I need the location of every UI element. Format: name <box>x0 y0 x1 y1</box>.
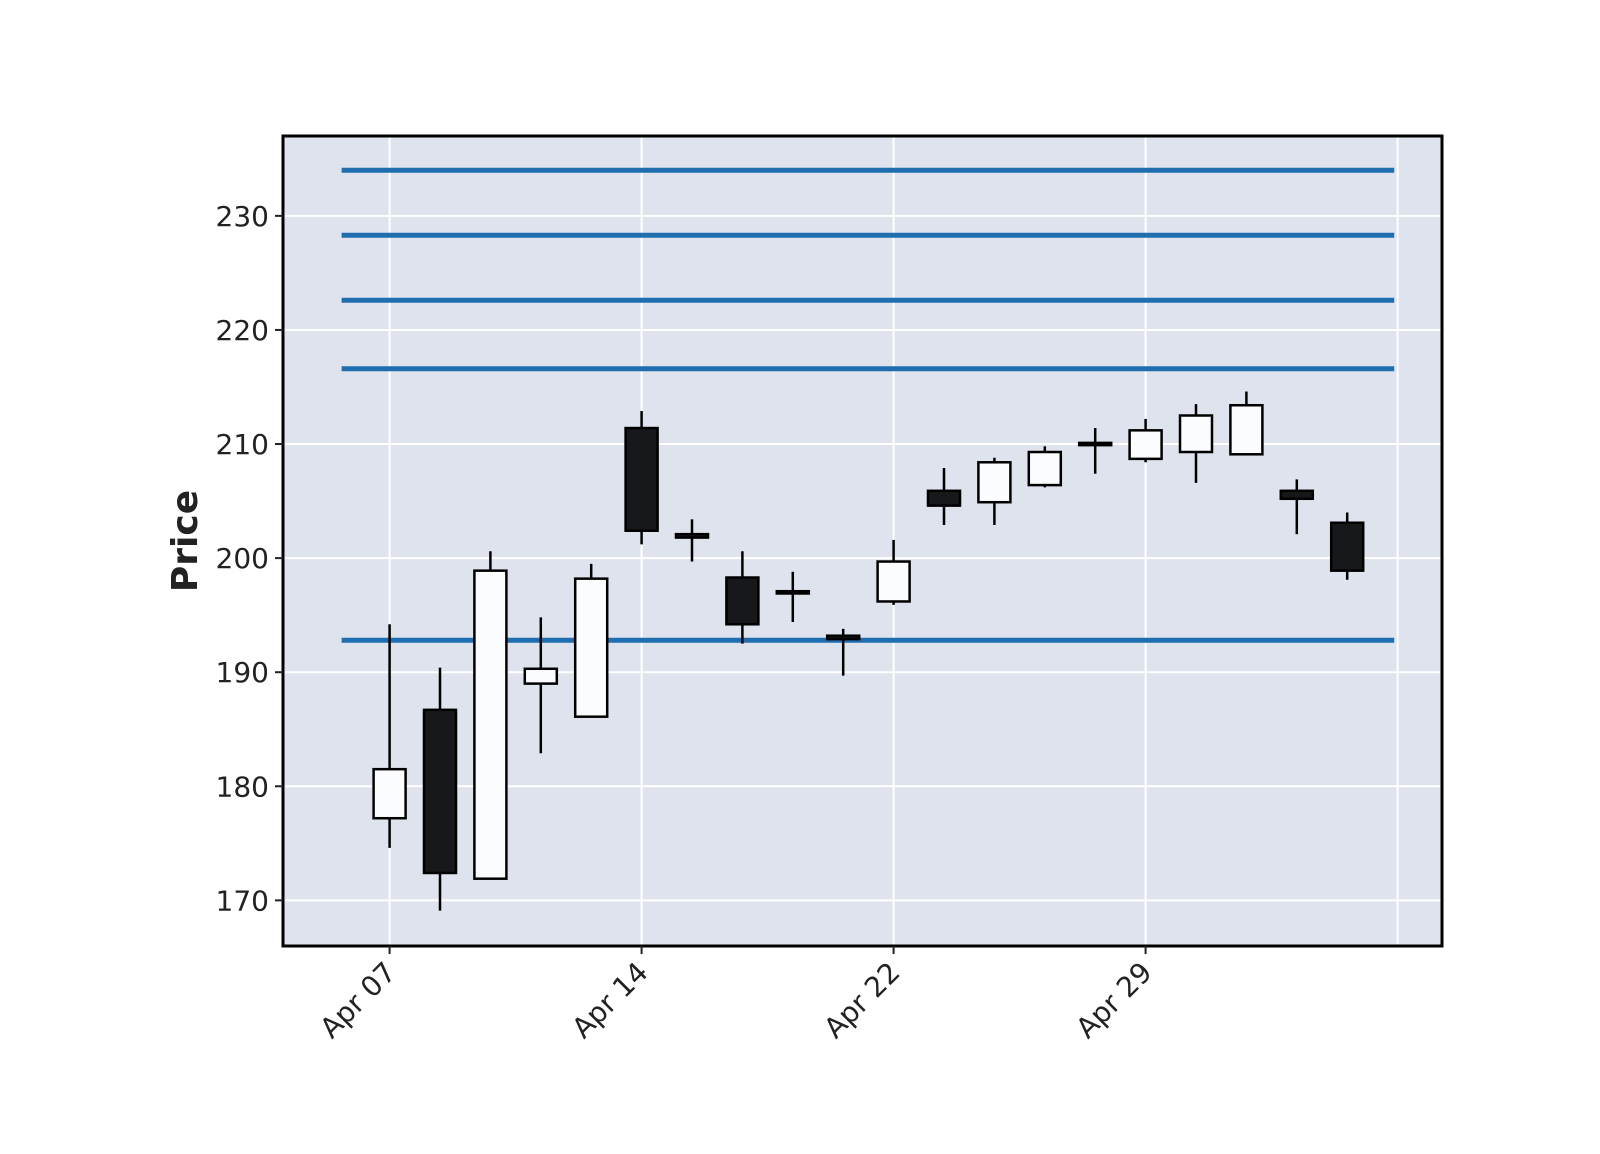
x-tick-label: Apr 07 <box>313 956 402 1045</box>
candle-body-up <box>573 577 609 718</box>
candle-body-down <box>1279 489 1315 501</box>
candle-body-down <box>775 589 811 595</box>
y-tick-label: 190 <box>216 656 269 689</box>
candle-body-down <box>674 532 710 539</box>
y-tick-label: 200 <box>216 542 269 575</box>
candle-body-up <box>372 767 407 820</box>
candle <box>876 539 911 605</box>
candle <box>1178 404 1214 483</box>
candle-body-down <box>1329 521 1365 572</box>
candle <box>725 551 760 644</box>
candle <box>1279 479 1315 535</box>
candle-body-up <box>1229 403 1264 456</box>
candle <box>372 624 407 848</box>
y-tick-label: 210 <box>216 428 269 461</box>
candle-body-up <box>977 461 1012 504</box>
candle <box>674 519 710 562</box>
candle-body-up <box>1027 450 1063 487</box>
candle <box>775 571 811 622</box>
horizontal-levels <box>341 167 1395 643</box>
candle <box>1329 512 1365 580</box>
candle <box>825 628 861 676</box>
candle-body-down <box>422 708 458 875</box>
candle-body-down <box>725 576 760 626</box>
y-tick-label: 230 <box>216 200 269 233</box>
candle <box>523 617 559 754</box>
x-tick-label: Apr 22 <box>817 956 906 1045</box>
candle <box>1077 428 1113 474</box>
candle-body-down <box>825 634 861 641</box>
candle-body-up <box>1178 414 1214 454</box>
candle <box>1027 446 1063 488</box>
candles <box>372 391 1365 911</box>
x-tick-label: Apr 29 <box>1069 956 1158 1045</box>
x-axis-ticks: Apr 07 Apr 14 Apr 22 Apr 29 <box>313 946 1159 1045</box>
y-tick-label: 170 <box>216 884 269 917</box>
y-axis-label: Price <box>165 490 206 592</box>
candle <box>422 667 458 911</box>
candle-body-up <box>1128 429 1163 461</box>
y-tick-label: 180 <box>216 770 269 803</box>
candle <box>473 551 508 880</box>
candle <box>1128 418 1163 463</box>
x-tick-label: Apr 14 <box>565 956 654 1045</box>
y-tick-label: 220 <box>216 314 269 347</box>
candle <box>573 563 609 718</box>
candle-body-up <box>473 569 508 880</box>
candle-body-up <box>523 667 559 685</box>
candle <box>1229 391 1264 456</box>
candle <box>926 467 962 526</box>
y-axis-ticks: 170 180 190 200 210 220 230 <box>216 200 283 917</box>
candle <box>977 457 1012 526</box>
candle-body-down <box>926 489 962 507</box>
candle <box>624 410 659 545</box>
candle-body-up <box>876 560 911 603</box>
plot-frame <box>281 134 1444 948</box>
candle-body-down <box>1077 441 1113 447</box>
candle-body-down <box>624 426 659 532</box>
